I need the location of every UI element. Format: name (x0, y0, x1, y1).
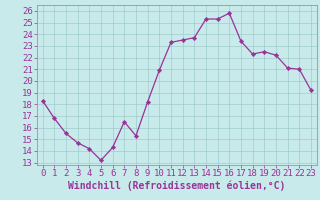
X-axis label: Windchill (Refroidissement éolien,°C): Windchill (Refroidissement éolien,°C) (68, 181, 285, 191)
